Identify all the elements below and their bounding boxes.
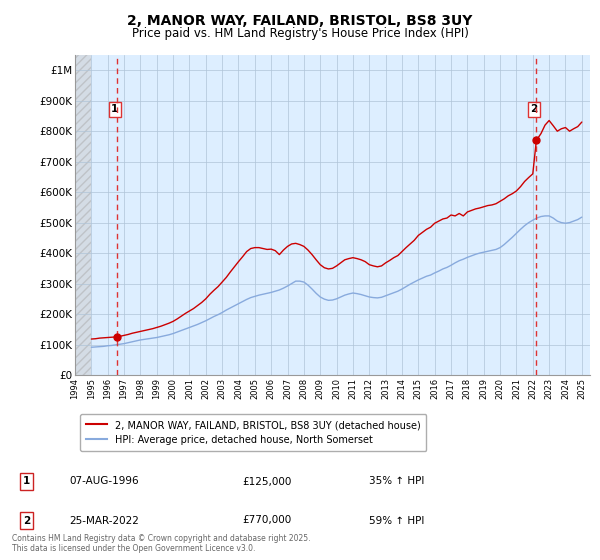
Text: Contains HM Land Registry data © Crown copyright and database right 2025.
This d: Contains HM Land Registry data © Crown c… — [12, 534, 311, 553]
Text: Price paid vs. HM Land Registry's House Price Index (HPI): Price paid vs. HM Land Registry's House … — [131, 27, 469, 40]
Text: 25-MAR-2022: 25-MAR-2022 — [70, 516, 139, 525]
Bar — [75, 55, 91, 375]
Text: 1: 1 — [23, 477, 30, 487]
Text: 2: 2 — [23, 516, 30, 525]
Text: 35% ↑ HPI: 35% ↑ HPI — [369, 477, 424, 487]
Text: 2: 2 — [530, 104, 538, 114]
Text: 2, MANOR WAY, FAILAND, BRISTOL, BS8 3UY: 2, MANOR WAY, FAILAND, BRISTOL, BS8 3UY — [127, 14, 473, 28]
Legend: 2, MANOR WAY, FAILAND, BRISTOL, BS8 3UY (detached house), HPI: Average price, de: 2, MANOR WAY, FAILAND, BRISTOL, BS8 3UY … — [80, 414, 427, 451]
Text: 1: 1 — [111, 104, 119, 114]
Text: £770,000: £770,000 — [242, 516, 292, 525]
Text: 07-AUG-1996: 07-AUG-1996 — [70, 477, 139, 487]
Text: 59% ↑ HPI: 59% ↑ HPI — [369, 516, 424, 525]
Text: £125,000: £125,000 — [242, 477, 292, 487]
